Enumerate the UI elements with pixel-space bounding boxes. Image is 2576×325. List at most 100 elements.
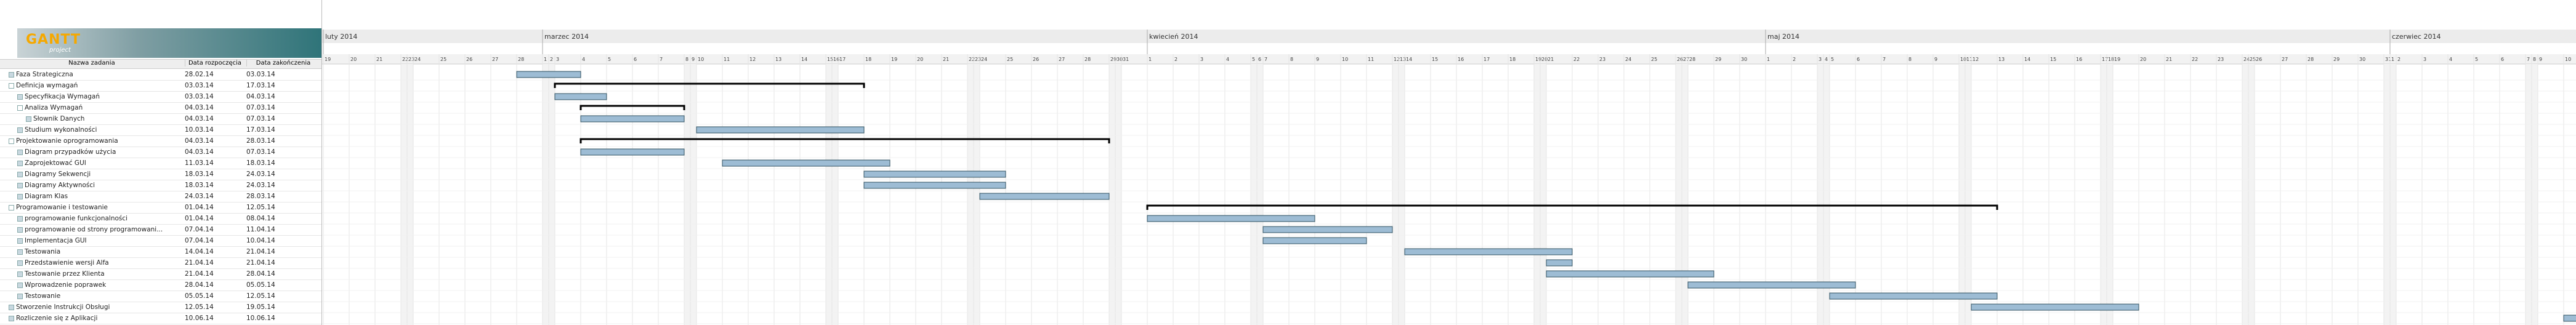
task-row[interactable]: Implementacja GUI 07.04.14 10.04.14 [0, 235, 321, 247]
task-end: 07.03.14 [246, 104, 275, 111]
task-name: Analiza Wymagań [25, 104, 83, 111]
task-row[interactable]: Diagram Klas 24.03.14 28.03.14 [0, 191, 321, 203]
task-icon [17, 172, 23, 177]
day-label: 18 [2108, 57, 2114, 62]
day-label: 30 [2359, 57, 2365, 62]
day-label: 5 [608, 57, 611, 62]
day-label: 2 [1793, 57, 1796, 62]
task-start: 24.03.14 [185, 193, 214, 200]
day-label: 28 [2307, 57, 2314, 62]
task-bar [1546, 259, 1573, 267]
weekend-column [1399, 64, 1405, 325]
task-row[interactable]: Wprowadzenie poprawek 28.04.14 05.05.14 [0, 279, 321, 291]
task-bar [1262, 226, 1393, 233]
day-label: 20 [917, 57, 923, 62]
task-row[interactable]: Testowanie 05.05.14 12.05.14 [0, 291, 321, 302]
weekend-column [832, 64, 838, 325]
day-label: 19 [891, 57, 897, 62]
collapse-icon[interactable] [9, 205, 14, 211]
task-icon [17, 227, 23, 233]
task-row[interactable]: Definicja wymagań 03.03.14 17.03.14 [0, 80, 321, 92]
day-label: 24 [2243, 57, 2250, 62]
collapse-icon[interactable] [17, 105, 23, 111]
task-bar [863, 182, 1006, 189]
weekend-column [1109, 64, 1115, 325]
day-label: 20 [2140, 57, 2146, 62]
collapse-icon[interactable] [9, 83, 14, 89]
weekend-column [826, 64, 832, 325]
day-header-bg [322, 54, 2576, 64]
task-row[interactable]: Stworzenie Instrukcji Obsługi 12.05.14 19.… [0, 302, 321, 313]
day-label: 5 [1831, 57, 1834, 62]
collapse-icon[interactable] [9, 138, 14, 144]
task-row[interactable]: Projektowanie oprogramowania 04.03.14 28.0… [0, 135, 321, 147]
task-row[interactable]: Testowanie przez Klienta 21.04.14 28.04.14 [0, 268, 321, 280]
task-row[interactable]: Zaprojektować GUI 11.03.14 18.03.14 [0, 158, 321, 169]
month-label: czerwiec 2014 [2392, 33, 2441, 41]
day-label: 6 [1857, 57, 1860, 62]
task-icon [26, 116, 31, 122]
task-row[interactable]: Specyfikacja Wymagań 03.03.14 04.03.14 [0, 91, 321, 103]
day-label: 10 [1342, 57, 1348, 62]
day-label: 3 [1819, 57, 1822, 62]
weekend-column [1676, 64, 1682, 325]
day-label: 8 [1290, 57, 1293, 62]
day-label: 9 [1316, 57, 1319, 62]
weekend-column [1251, 64, 1257, 325]
task-row[interactable]: programowanie od strony programowani... 0… [0, 224, 321, 236]
task-end: 07.03.14 [246, 148, 275, 156]
task-icon [17, 150, 23, 155]
day-label: 25 [1007, 57, 1013, 62]
task-bar [2563, 315, 2576, 322]
task-start: 04.03.14 [185, 104, 214, 111]
day-label: 19 [1535, 57, 1541, 62]
task-row[interactable]: Rozliczenie się z Aplikacji 10.06.14 10.06… [0, 313, 321, 324]
day-label: 8 [685, 57, 688, 62]
task-row[interactable]: Słownik Danych 04.03.14 07.03.14 [0, 113, 321, 125]
task-icon [17, 249, 23, 255]
column-header[interactable]: Data zakończenia [246, 60, 320, 66]
day-label: 24 [414, 57, 421, 62]
task-row[interactable]: programowanie funkcjonalności 01.04.14 08.… [0, 213, 321, 225]
task-name: Stworzenie Instrukcji Obsługi [16, 303, 110, 311]
day-label: 16 [1458, 57, 1464, 62]
task-row[interactable]: Przedstawienie wersji Alfa 21.04.14 21.04.… [0, 257, 321, 269]
month-label: kwiecień 2014 [1149, 33, 1198, 41]
task-name: Diagram przypadków użycia [25, 148, 116, 156]
weekend-column [1257, 64, 1263, 325]
task-end: 10.04.14 [246, 237, 275, 244]
weekend-column [407, 64, 413, 325]
task-row[interactable]: Diagramy Aktywności 18.03.14 24.03.14 [0, 180, 321, 191]
task-row[interactable]: Testowania 14.04.14 21.04.14 [0, 246, 321, 258]
task-row[interactable]: Diagramy Sekwencji 18.03.14 24.03.14 [0, 169, 321, 180]
column-header[interactable]: Data rozpoczęcia [185, 60, 244, 66]
task-row[interactable]: Analiza Wymagań 04.03.14 07.03.14 [0, 102, 321, 114]
day-label: 3 [1200, 57, 1203, 62]
task-row[interactable]: Programowanie i testowanie 01.04.14 12.05.… [0, 202, 321, 214]
task-end: 28.04.14 [246, 270, 275, 278]
task-row[interactable]: Faza Strategiczna 28.02.14 03.03.14 [0, 69, 321, 81]
day-label: 19 [325, 57, 331, 62]
task-row[interactable]: Studium wykonalności 10.03.14 17.03.14 [0, 124, 321, 136]
task-icon [17, 238, 23, 244]
day-label: 29 [1715, 57, 1721, 62]
day-label: 29 [2333, 57, 2340, 62]
day-label: 8 [1908, 57, 1912, 62]
day-label: 2 [2397, 57, 2400, 62]
task-bar [580, 148, 685, 156]
task-row[interactable]: Diagram przypadków użycia 04.03.14 07.03.1… [0, 146, 321, 158]
column-header[interactable]: Nazwa zadania [68, 60, 115, 66]
task-end: 12.05.14 [246, 292, 275, 300]
day-label: 1 [1149, 57, 1152, 62]
day-label: 11 [1966, 57, 1972, 62]
task-bar [696, 126, 865, 134]
day-label: 1 [544, 57, 547, 62]
day-label: 30 [1116, 57, 1123, 62]
day-label: 22 [969, 57, 975, 62]
task-bar [1546, 270, 1714, 278]
task-bar [722, 159, 890, 167]
day-label: 28 [1084, 57, 1091, 62]
weekend-column [2101, 64, 2107, 325]
weekend-column [2248, 64, 2255, 325]
